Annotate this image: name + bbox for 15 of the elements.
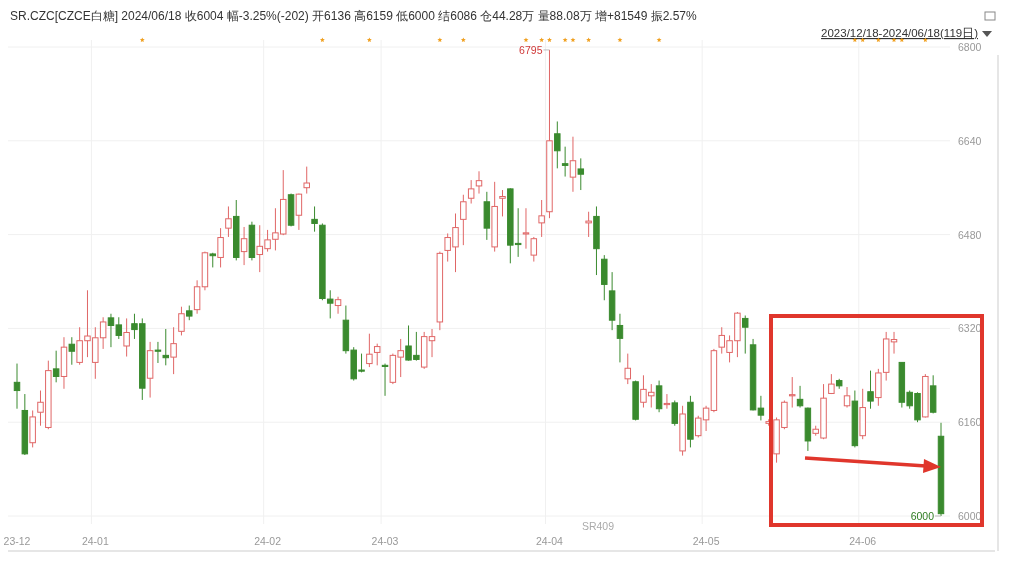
annotation: 6795 [519,43,543,56]
xtick: 24-05 [692,535,720,547]
ytick: 6640 [958,134,982,147]
annotation: SR409 [581,520,615,532]
ytick: 6800 [958,41,982,53]
xtick: 24-06 [849,535,877,547]
ytick: 6480 [958,228,982,241]
xtick: 23-12 [3,535,31,547]
annotation: 6000 [910,510,934,522]
xtick: 24-01 [81,535,109,547]
subtitle: 2023/12/18-2024/06/18(119日) [821,27,978,39]
xtick: 24-02 [254,535,281,547]
xtick: 24-04 [536,535,563,547]
title: SR.CZC[CZCE白糖] 2024/06/18 收6004 幅-3.25%(-202) 开6136 高6159 低6000 结6086 仓44.28万 量88.08万 增+81549 振2.57% [10,9,697,23]
xtick: 24-03 [371,535,399,547]
